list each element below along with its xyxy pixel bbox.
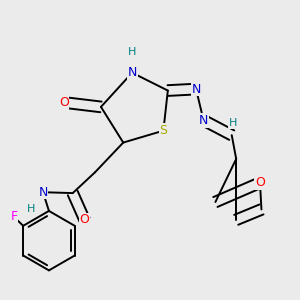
Text: N: N <box>199 114 208 127</box>
Text: H: H <box>27 204 35 214</box>
Text: F: F <box>10 210 17 224</box>
Text: N: N <box>191 82 201 96</box>
Text: O: O <box>255 176 265 189</box>
Text: O: O <box>80 213 89 226</box>
Text: H: H <box>128 47 136 57</box>
Text: N: N <box>128 66 137 79</box>
Text: H: H <box>229 118 237 128</box>
Text: O: O <box>59 96 69 109</box>
Text: N: N <box>38 186 48 199</box>
Text: S: S <box>159 124 167 137</box>
